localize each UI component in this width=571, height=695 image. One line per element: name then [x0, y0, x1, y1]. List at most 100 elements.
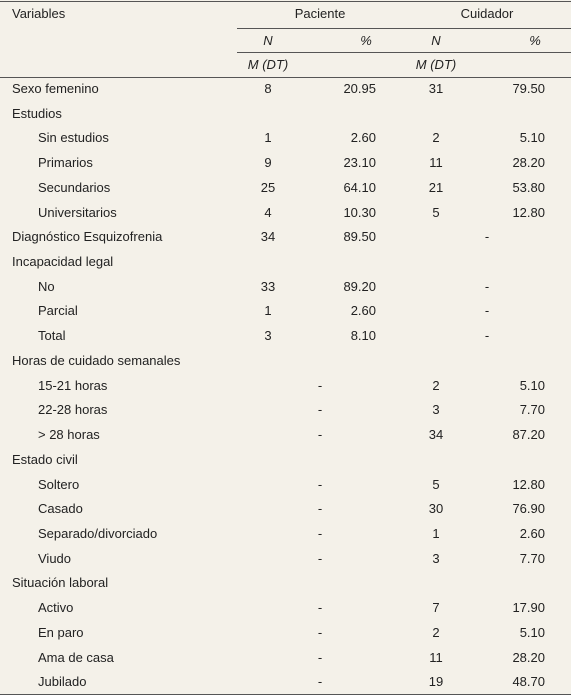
section-label: Situación laboral: [12, 575, 109, 591]
rule: [237, 28, 571, 29]
pct-cell: 23.10: [343, 155, 376, 171]
pct-cell: 7.70: [519, 402, 545, 418]
n-cell: 11: [429, 649, 443, 665]
dash-cell: -: [484, 278, 490, 294]
n-cell: 2: [432, 377, 440, 393]
dash-cell: -: [317, 649, 323, 665]
subheader-cell: %: [360, 33, 372, 48]
pct-cell: 76.90: [512, 501, 545, 517]
dash-cell: -: [484, 303, 490, 319]
rule: [0, 1, 571, 2]
pct-cell: 28.20: [512, 649, 545, 665]
row-label: Ama de casa: [38, 649, 114, 665]
stat-label: M (DT): [415, 57, 457, 72]
n-cell: 1: [264, 130, 272, 146]
section-label: Horas de cuidado semanales: [12, 352, 181, 368]
n-cell: 4: [264, 204, 272, 220]
header-cell: Cuidador: [460, 6, 514, 21]
n-cell: 1: [432, 525, 440, 541]
dash-cell: -: [317, 427, 323, 443]
dash-cell: -: [317, 377, 323, 393]
n-cell: 11: [429, 155, 443, 171]
row-label: Casado: [38, 501, 83, 517]
n-cell: 19: [428, 674, 444, 690]
dash-cell: -: [317, 600, 323, 616]
n-cell: 5: [432, 204, 440, 220]
n-cell: 8: [264, 81, 272, 96]
row-label: 22-28 horas: [38, 402, 108, 418]
n-cell: 7: [432, 600, 440, 616]
n-cell: 2: [432, 624, 440, 640]
pct-cell: 12.80: [512, 476, 545, 492]
n-cell: 30: [428, 501, 444, 517]
pct-cell: 64.10: [343, 179, 376, 195]
row-label: Universitarios: [38, 204, 117, 220]
row-label: Diagnóstico Esquizofrenia: [12, 229, 163, 245]
n-cell: 34: [428, 427, 444, 443]
pct-cell: 20.95: [343, 81, 376, 96]
dash-cell: -: [317, 624, 323, 640]
n-cell: 3: [432, 402, 440, 418]
pct-cell: 79.50: [512, 81, 545, 96]
row-label: Sexo femenino: [12, 81, 99, 96]
row-label: En paro: [38, 624, 84, 640]
pct-cell: 28.20: [512, 155, 545, 171]
dash-cell: -: [317, 476, 323, 492]
pct-cell: 2.60: [350, 130, 376, 146]
dash-cell: -: [317, 550, 323, 566]
subheader-cell: N: [431, 33, 441, 48]
dash-cell: -: [317, 674, 323, 690]
row-label: Soltero: [38, 476, 80, 492]
row-label: Sin estudios: [38, 130, 109, 146]
n-cell: 31: [428, 81, 444, 96]
n-cell: 34: [260, 229, 276, 245]
n-cell: 2: [432, 130, 440, 146]
pct-cell: 89.50: [343, 229, 376, 245]
n-cell: 3: [432, 550, 440, 566]
row-label: Activo: [38, 600, 74, 616]
n-cell: 1: [264, 303, 272, 319]
header-cell: Variables: [12, 6, 66, 21]
subheader-cell: N: [263, 33, 273, 48]
n-cell: 3: [264, 328, 272, 344]
n-cell: 21: [428, 179, 444, 195]
row-label: Primarios: [38, 155, 93, 171]
dash-cell: -: [317, 402, 323, 418]
pct-cell: 53.80: [512, 179, 545, 195]
pct-cell: 87.20: [512, 427, 545, 443]
row-label: Secundarios: [38, 179, 111, 195]
pct-cell: 5.10: [519, 624, 545, 640]
pct-cell: 17.90: [512, 600, 545, 616]
n-cell: 9: [264, 155, 272, 171]
section-label: Incapacidad legal: [12, 254, 114, 270]
row-label: Total: [38, 328, 66, 344]
row-label: Parcial: [38, 303, 78, 319]
pct-cell: 89.20: [343, 278, 376, 294]
dash-cell: -: [317, 525, 323, 541]
pct-cell: 2.60: [350, 303, 376, 319]
subheader-cell: %: [529, 33, 541, 48]
row-label: Jubilado: [38, 674, 87, 690]
dash-cell: -: [484, 328, 490, 344]
n-cell: 25: [260, 179, 276, 195]
rule: [237, 52, 571, 53]
pct-cell: 7.70: [519, 550, 545, 566]
section-label: Estudios: [12, 105, 62, 121]
row-label: No: [38, 278, 55, 294]
rule: [0, 77, 571, 78]
dash-cell: -: [317, 501, 323, 517]
header-cell: Paciente: [294, 6, 346, 21]
row-label: Separado/divorciado: [38, 525, 158, 541]
n-cell: 5: [432, 476, 440, 492]
dash-cell: -: [484, 229, 490, 245]
pct-cell: 10.30: [343, 204, 376, 220]
section-label: Estado civil: [12, 451, 78, 467]
pct-cell: 5.10: [519, 130, 545, 146]
pct-cell: 8.10: [350, 328, 376, 344]
pct-cell: 12.80: [512, 204, 545, 220]
n-cell: 33: [260, 278, 276, 294]
row-label: 15-21 horas: [38, 377, 108, 393]
pct-cell: 5.10: [519, 377, 545, 393]
row-label: Viudo: [38, 550, 72, 566]
